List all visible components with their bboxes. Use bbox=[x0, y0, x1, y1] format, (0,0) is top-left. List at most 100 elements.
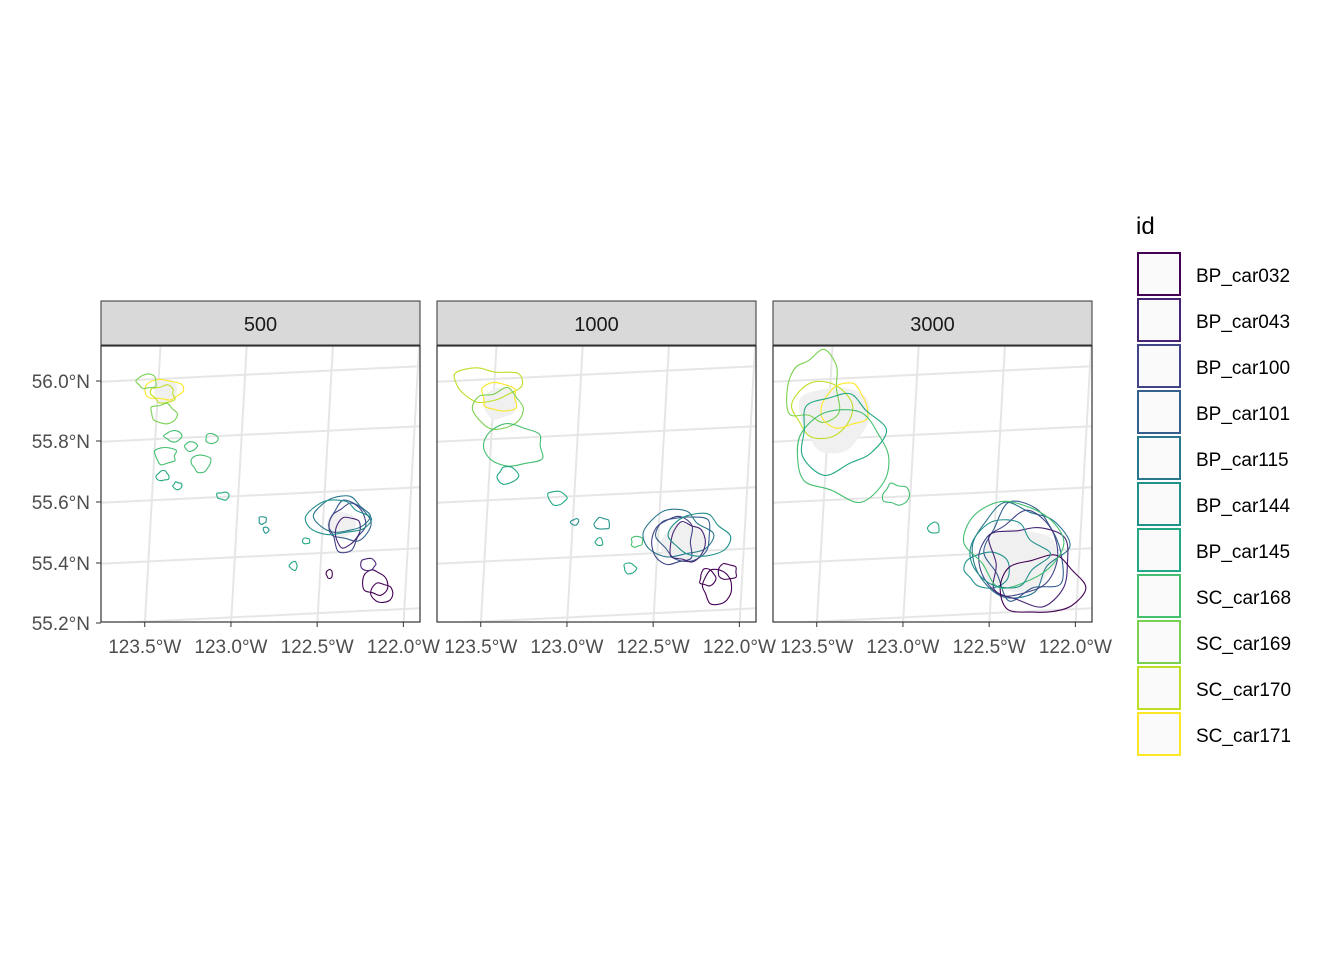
legend: id BP_car032 BP_car043 BP_car100 BP_car101 B… bbox=[1136, 213, 1291, 756]
x-tick-label: 123.5°W bbox=[780, 637, 853, 658]
legend-item: SC_car169 bbox=[1137, 620, 1291, 664]
grid-line-lat bbox=[437, 365, 756, 383]
x-tick-label: 123.0°W bbox=[194, 637, 267, 658]
grid-line-lon bbox=[738, 346, 756, 622]
range-contour-SC_car168 bbox=[630, 535, 644, 548]
panel-content bbox=[101, 346, 420, 622]
legend-label: SC_car170 bbox=[1196, 680, 1291, 701]
y-tick-label: 55.6°N bbox=[32, 493, 90, 514]
legend-item: BP_car043 bbox=[1137, 298, 1290, 342]
range-contour-BP_car032 bbox=[362, 569, 389, 596]
panel-content bbox=[437, 346, 756, 622]
legend-key bbox=[1137, 252, 1181, 296]
range-contour-BP_car032 bbox=[370, 582, 394, 604]
grid-line-lat bbox=[789, 607, 1092, 622]
grid-line-lat bbox=[117, 607, 420, 622]
range-contour-BP_car144 bbox=[258, 516, 267, 525]
range-contour-SC_car168 bbox=[796, 409, 890, 503]
x-tick-label: 123.5°W bbox=[444, 637, 517, 658]
x-tick-label: 123.0°W bbox=[866, 637, 939, 658]
y-tick-label: 56.0°N bbox=[32, 372, 90, 393]
range-contour-BP_car144 bbox=[593, 516, 610, 530]
legend-label: BP_car032 bbox=[1196, 266, 1290, 287]
panel-background bbox=[773, 346, 1092, 622]
y-tick-label: 55.4°N bbox=[32, 554, 90, 575]
range-contour-BP_car145 bbox=[172, 481, 183, 491]
grid-line-lat bbox=[773, 365, 1092, 383]
y-axis: 56.0°N 55.8°N 55.6°N 55.4°N 55.2°N bbox=[32, 372, 101, 635]
legend-item: SC_car171 bbox=[1137, 712, 1291, 756]
range-contour-BP_car145 bbox=[594, 536, 604, 547]
range-contour-BP_car145 bbox=[216, 491, 230, 501]
range-fill bbox=[153, 379, 178, 404]
range-contour-SC_car168 bbox=[881, 482, 911, 506]
legend-item: BP_car101 bbox=[1137, 390, 1290, 434]
facet-panels: 500 123.5°W 123.0°W 122.5°W 122.0°W 1000 123.5… bbox=[100, 300, 1112, 658]
range-contour-SC_car171 bbox=[820, 382, 869, 429]
facet-strip bbox=[436, 300, 757, 346]
grid-line-lon bbox=[652, 346, 670, 622]
x-tick-label: 122.0°W bbox=[703, 637, 776, 658]
grid-line-lat bbox=[101, 425, 420, 443]
legend-key bbox=[1137, 620, 1181, 664]
range-contour-SC_car171 bbox=[481, 381, 518, 412]
grid-line-lat bbox=[101, 547, 420, 565]
legend-label: BP_car115 bbox=[1196, 450, 1289, 471]
legend-item: SC_car170 bbox=[1137, 666, 1291, 710]
legend-item: SC_car168 bbox=[1137, 574, 1291, 618]
legend-item: BP_car145 bbox=[1137, 528, 1290, 572]
range-contour-BP_car100 bbox=[651, 515, 694, 566]
range-contour-BP_car115 bbox=[312, 495, 371, 533]
legend-label: SC_car171 bbox=[1196, 726, 1291, 747]
legend-label: SC_car168 bbox=[1196, 588, 1291, 609]
facet-strip-label: 3000 bbox=[910, 314, 955, 336]
y-tick-label: 55.2°N bbox=[32, 614, 90, 635]
grid-line-lat bbox=[437, 425, 756, 443]
x-tick-label: 122.5°W bbox=[617, 637, 690, 658]
range-contour-SC_car168 bbox=[162, 429, 183, 443]
legend-label: BP_car043 bbox=[1196, 312, 1290, 333]
range-contour-BP_car144 bbox=[569, 517, 580, 526]
range-contour-BP_car144 bbox=[304, 499, 373, 536]
grid-line-lat bbox=[101, 365, 420, 383]
legend-key bbox=[1137, 436, 1181, 480]
range-contour-BP_car043 bbox=[669, 520, 706, 563]
x-tick-label: 123.0°W bbox=[530, 637, 603, 658]
range-fill bbox=[483, 387, 518, 420]
range-contour-BP_car144 bbox=[969, 519, 1052, 589]
range-contour-SC_car169 bbox=[786, 348, 841, 424]
x-tick-label: 123.5°W bbox=[108, 637, 181, 658]
legend-key bbox=[1137, 712, 1181, 756]
legend-key bbox=[1137, 298, 1181, 342]
range-contour-BP_car144 bbox=[262, 526, 270, 534]
facet-strip-label: 500 bbox=[244, 314, 277, 336]
range-contour-BP_car032 bbox=[325, 568, 333, 580]
panel-border bbox=[436, 345, 757, 623]
range-contour-SC_car171 bbox=[144, 378, 185, 401]
range-contour-BP_car032 bbox=[699, 568, 717, 587]
panel-content bbox=[773, 346, 1092, 622]
panel-background bbox=[437, 346, 756, 622]
range-contour-BP_car100 bbox=[978, 509, 1059, 597]
range-contour-SC_car170 bbox=[149, 384, 176, 404]
range-contour-BP_car145 bbox=[926, 521, 940, 534]
panel-border bbox=[100, 345, 421, 623]
legend-label: BP_car145 bbox=[1196, 542, 1290, 563]
legend-label: SC_car169 bbox=[1196, 634, 1291, 655]
legend-key bbox=[1137, 344, 1181, 388]
panel-border bbox=[772, 345, 1093, 623]
range-contour-BP_car032 bbox=[717, 562, 738, 580]
grid-line-lat bbox=[437, 547, 756, 565]
range-contour-BP_car043 bbox=[334, 516, 361, 549]
range-contour-BP_car145 bbox=[155, 470, 170, 482]
x-tick-label: 122.5°W bbox=[953, 637, 1026, 658]
panel-background bbox=[101, 346, 420, 622]
range-contour-BP_car032 bbox=[701, 568, 733, 606]
range-contour-BP_car144 bbox=[667, 512, 732, 557]
legend-item: BP_car144 bbox=[1137, 482, 1290, 526]
legend-label: BP_car100 bbox=[1196, 358, 1290, 379]
x-tick-label: 122.0°W bbox=[367, 637, 440, 658]
range-contour-SC_car168 bbox=[183, 441, 198, 453]
grid-line-lat bbox=[453, 607, 756, 622]
